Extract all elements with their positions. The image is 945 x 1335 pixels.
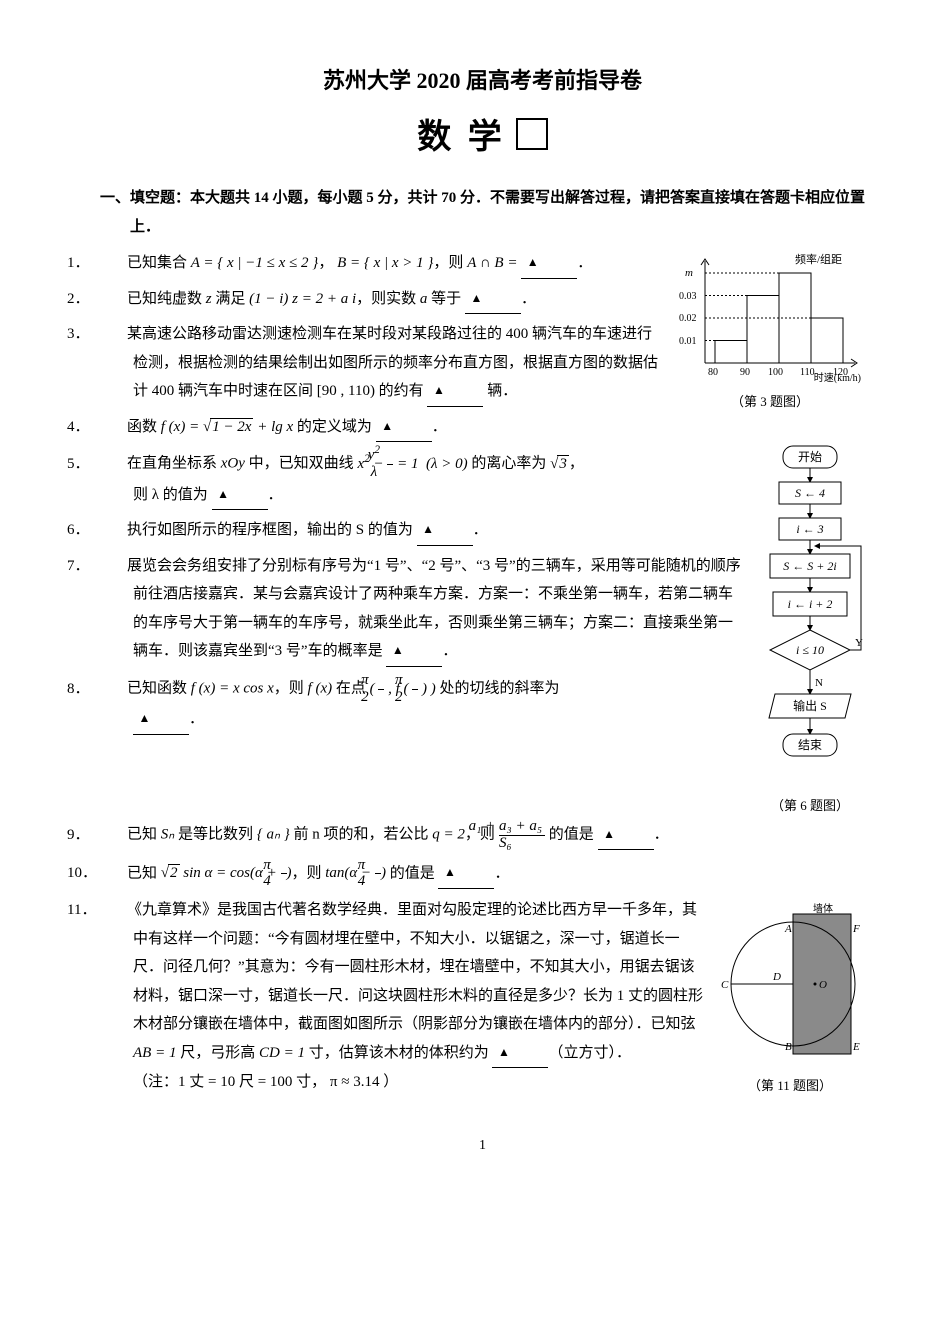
q7-blank bbox=[386, 637, 442, 667]
question-11: 11．《九章算术》是我国古代著名数学经典．里面对勾股定理的论述比西方早一千多年，… bbox=[100, 896, 865, 1097]
page-number: 1 bbox=[100, 1133, 865, 1160]
q9-number: 9． bbox=[100, 821, 127, 850]
question-8: 8．已知函数 f (x) = x cos x，则 f (x) 在点 ( π2 ,… bbox=[100, 673, 865, 735]
q1-expr: A ∩ B = bbox=[467, 255, 517, 271]
q9-blank bbox=[598, 821, 654, 851]
q9-fraction: a₁ + a₃ + a₅S₆ bbox=[499, 819, 545, 852]
question-3: 3．某高速公路移动雷达测速检测车在某时段对某段路过往的 400 辆汽车的车速进行… bbox=[100, 320, 865, 407]
q6-number: 6． bbox=[100, 516, 127, 545]
q6-blank bbox=[417, 516, 473, 546]
q3-number: 3． bbox=[100, 320, 127, 349]
q11-number: 11． bbox=[100, 896, 127, 925]
q10-number: 10． bbox=[100, 859, 127, 888]
q4-fx: f (x) = 1 − 2x + lg x bbox=[161, 419, 293, 435]
question-1: 1．已知集合 A = { x | −1 ≤ x ≤ 2 }， B = { x |… bbox=[100, 249, 865, 279]
q11-note: （注：1 丈 = 10 尺 = 100 寸， π ≈ 3.14 ） bbox=[133, 1074, 398, 1090]
q10-equation: 2 sin α = cos(α + π4) bbox=[161, 865, 292, 881]
q11-body-a: 《九章算术》是我国古代著名数学经典．里面对勾股定理的论述比西方早一千多年，其中有… bbox=[127, 902, 703, 1032]
q8-fx: f (x) = x cos x bbox=[191, 681, 274, 697]
q8-point: ( π2 , f ( π2 ) ) bbox=[370, 681, 436, 697]
paper-index-box bbox=[516, 118, 548, 150]
question-7: 7．展览会会务组安排了分别标有序号为“1 号”、“2 号”、“3 号”的三辆车，… bbox=[100, 552, 865, 667]
q6-body: 执行如图所示的程序框图，输出的 S 的值为 bbox=[127, 522, 417, 538]
q4-number: 4． bbox=[100, 413, 127, 442]
q5-number: 5． bbox=[100, 450, 127, 479]
q7-number: 7． bbox=[100, 552, 127, 581]
svg-text:结束: 结束 bbox=[798, 738, 822, 752]
q8-number: 8． bbox=[100, 675, 127, 704]
q2-equation: (1 − i) z = 2 + a i bbox=[249, 291, 356, 307]
q5-blank bbox=[212, 481, 268, 511]
q3-blank bbox=[427, 377, 483, 407]
q4-blank bbox=[376, 413, 432, 443]
doc-title-line2: 数 学 bbox=[100, 106, 865, 171]
q5-sqrt3: 3 bbox=[550, 456, 569, 472]
subject-label: 数 学 bbox=[417, 119, 506, 156]
doc-title-line1: 苏州大学 2020 届高考考前指导卷 bbox=[100, 60, 865, 102]
q1-setA: A = { x | −1 ≤ x ≤ 2 } bbox=[191, 255, 319, 271]
q10-tan: tan(α − π4) bbox=[325, 865, 386, 881]
section-1-heading: 一、填空题：本大题共 14 小题，每小题 5 分，共计 70 分．不需要写出解答… bbox=[100, 184, 865, 241]
q8-blank bbox=[133, 705, 189, 735]
q5-equation: x2 − y2λ = 1 (λ > 0) bbox=[357, 456, 467, 472]
q10-blank bbox=[438, 859, 494, 889]
q2-number: 2． bbox=[100, 285, 127, 314]
question-9: 9．已知 Sₙ 是等比数列 { aₙ } 前 n 项的和，若公比 q = 2，则… bbox=[100, 819, 865, 852]
question-4: 4．函数 f (x) = 1 − 2x + lg x 的定义域为 ． bbox=[100, 413, 865, 443]
q1-blank bbox=[521, 249, 577, 279]
question-6: 6．执行如图所示的程序框图，输出的 S 的值为 ． bbox=[100, 516, 865, 546]
question-10: 10．已知 2 sin α = cos(α + π4)，则 tan(α − π4… bbox=[100, 858, 865, 891]
question-2: 2．已知纯虚数 z 满足 (1 − i) z = 2 + a i，则实数 a 等… bbox=[100, 285, 865, 315]
q2-blank bbox=[465, 285, 521, 315]
q11-blank bbox=[492, 1039, 548, 1069]
q1-number: 1． bbox=[100, 249, 127, 278]
question-5: 5．在直角坐标系 xOy 中，已知双曲线 x2 − y2λ = 1 (λ > 0… bbox=[100, 448, 865, 510]
q1-setB: B = { x | x > 1 } bbox=[337, 255, 433, 271]
q3-body: 某高速公路移动雷达测速检测车在某时段对某段路过往的 400 辆汽车的车速进行检测… bbox=[127, 326, 658, 399]
figure-q6-caption: （第 6 题图） bbox=[755, 794, 865, 819]
